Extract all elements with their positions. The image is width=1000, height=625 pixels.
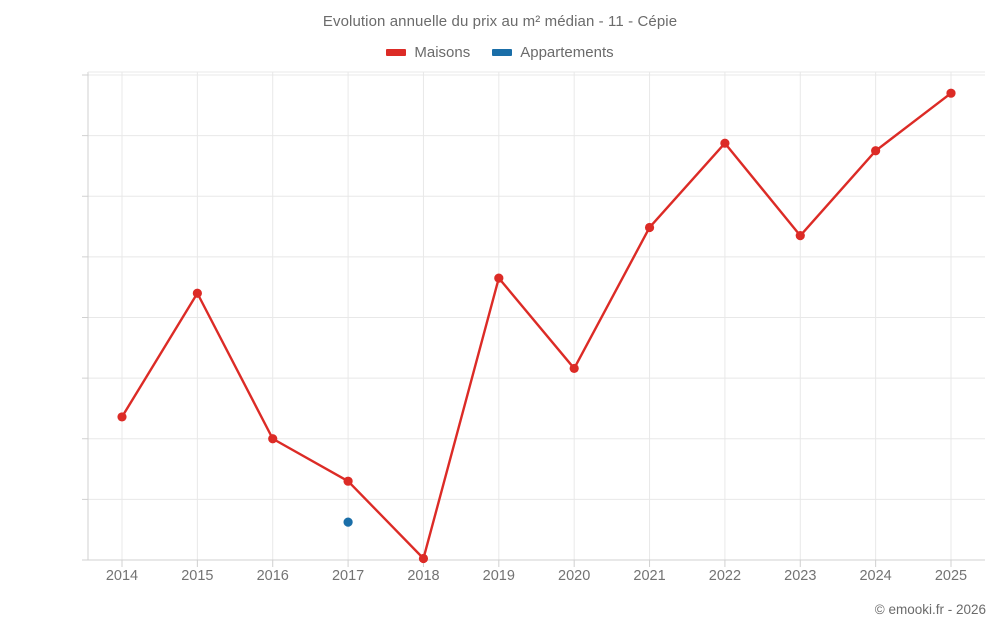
x-axis-tick-label: 2021	[633, 568, 666, 584]
x-axis-tick-label: 2025	[934, 568, 968, 584]
legend-swatch-appartements	[492, 49, 513, 56]
x-axis-tick-label: 2019	[482, 568, 515, 584]
series-line-maisons	[120, 91, 953, 560]
x-axis-tick-label: 2018	[407, 568, 440, 584]
data-series-layer	[117, 88, 956, 564]
data-point-maisons[interactable]	[644, 222, 655, 233]
x-axis-tick-label: 2014	[105, 568, 139, 584]
copyright-credit: © emooki.fr - 2026	[874, 602, 986, 617]
gridlines	[88, 72, 985, 561]
data-point-appartements[interactable]	[343, 517, 353, 527]
x-axis-tick-label: 2017	[331, 568, 365, 584]
legend-label-appartements: Appartements	[520, 44, 614, 61]
data-point-maisons[interactable]	[795, 231, 805, 241]
data-point-maisons[interactable]	[720, 138, 730, 148]
data-point-maisons[interactable]	[268, 434, 278, 444]
data-point-maisons[interactable]	[871, 146, 881, 156]
data-point-maisons[interactable]	[117, 412, 127, 422]
data-point-maisons[interactable]	[343, 476, 353, 486]
data-point-maisons[interactable]	[192, 288, 202, 298]
data-point-maisons[interactable]	[418, 553, 429, 564]
x-axis-tick-label: 2020	[558, 568, 591, 584]
data-point-maisons[interactable]	[494, 273, 504, 283]
legend-item-appartements[interactable]: Appartements	[492, 44, 614, 61]
chart-title: Evolution annuelle du prix au m² médian …	[322, 13, 678, 30]
x-axis-tick-label: 2016	[256, 568, 289, 584]
legend-label-maisons: Maisons	[414, 44, 471, 61]
x-axis-tick-label: 2023	[784, 568, 817, 584]
data-point-maisons[interactable]	[946, 88, 956, 98]
legend-swatch-maisons	[386, 49, 407, 56]
axis-lines	[82, 71, 985, 561]
x-axis-ticks	[121, 560, 952, 567]
y-axis-labels: 2 200 €2 000 €1 800 €1 600 €1 400 €1 200…	[0, 0, 80, 625]
legend-item-maisons[interactable]: Maisons	[386, 44, 470, 61]
x-axis-tick-label: 2024	[859, 568, 892, 584]
x-axis-tick-label: 2022	[708, 568, 742, 584]
data-point-maisons[interactable]	[569, 363, 579, 374]
chart-legend: Maisons Appartements	[0, 44, 1000, 61]
x-axis-tick-label: 2015	[181, 568, 214, 584]
